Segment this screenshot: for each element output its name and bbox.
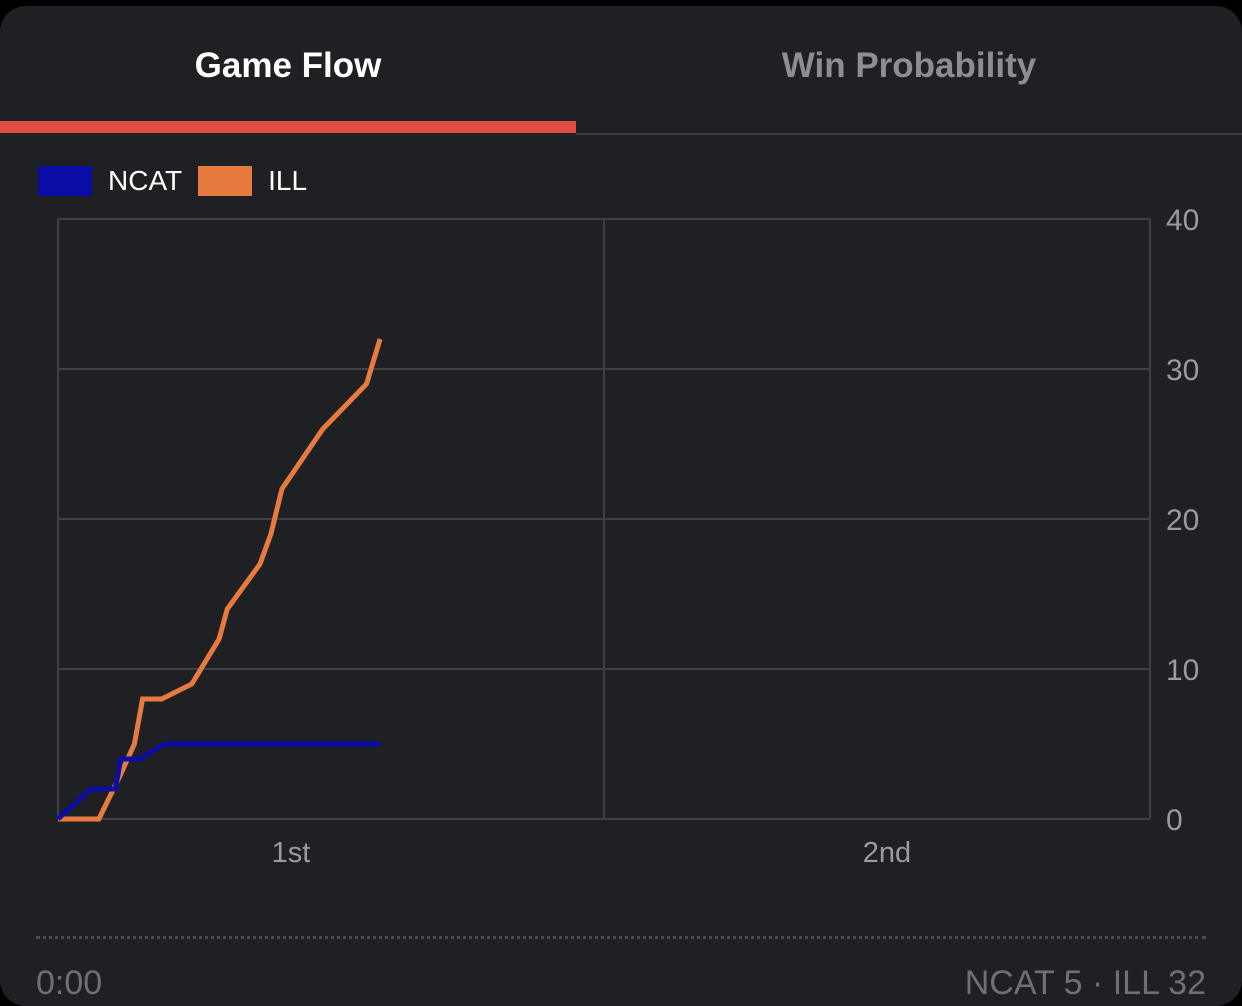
- section-divider: [36, 936, 1206, 939]
- y-tick-label: 10: [1166, 654, 1199, 687]
- legend-item-ill: ILL: [198, 165, 307, 197]
- y-tick-label: 20: [1166, 504, 1199, 537]
- active-tab-indicator: [0, 121, 576, 133]
- tab-game-flow[interactable]: Game Flow: [194, 46, 382, 85]
- tab-divider: [576, 133, 1242, 135]
- y-tick-label: 40: [1166, 204, 1199, 237]
- legend-label-ncat: NCAT: [108, 165, 183, 196]
- legend-swatch-ill: [198, 166, 253, 196]
- game-flow-chart: 0 10 20 30 40 1st 2nd: [56, 204, 1199, 869]
- footer-score: NCAT 5 · ILL 32: [964, 964, 1206, 1002]
- y-tick-label: 0: [1166, 804, 1183, 837]
- tab-bar: Game Flow Win Probability: [0, 6, 1242, 136]
- game-chart-card: Game Flow Win Probability NCAT ILL 0 10 20…: [0, 6, 1242, 1006]
- x-tick-label: 1st: [272, 837, 311, 869]
- series-line-ncat: [56, 741, 381, 821]
- chart-legend: NCAT ILL: [38, 165, 323, 197]
- legend-swatch-ncat: [38, 166, 92, 196]
- tab-win-probability[interactable]: Win Probability: [781, 46, 1037, 85]
- legend-label-ill: ILL: [268, 165, 308, 196]
- x-tick-label: 2nd: [863, 837, 911, 869]
- y-tick-label: 30: [1166, 354, 1199, 387]
- series-line-ill: [58, 338, 383, 822]
- legend-item-ncat: NCAT: [38, 165, 182, 197]
- footer-time: 0:00: [36, 964, 103, 1002]
